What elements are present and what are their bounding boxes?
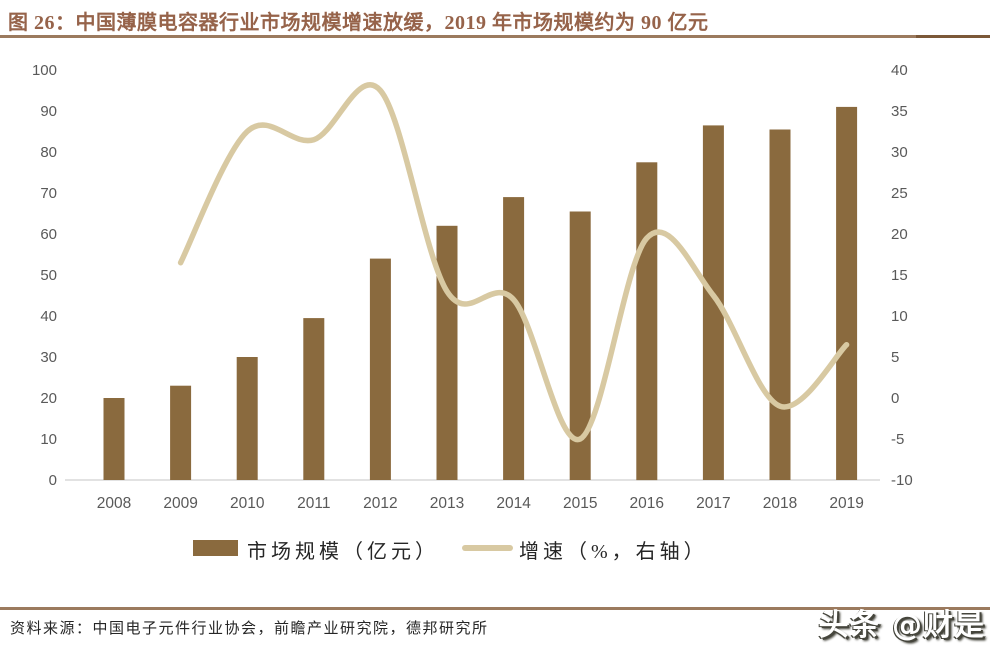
- right-axis-tick--10: -10: [891, 472, 913, 489]
- bar-2013: [436, 225, 458, 480]
- right-axis-tick--5: -5: [891, 431, 904, 448]
- left-axis-tick-50: 50: [40, 267, 57, 284]
- left-axis-tick-10: 10: [40, 431, 57, 448]
- bar-2017: [702, 125, 724, 481]
- legend-bar-label: 市场规模（亿元）: [247, 541, 439, 563]
- growth-rate-line: [177, 82, 850, 442]
- bar-2010: [236, 357, 258, 480]
- right-axis-tick-40: 40: [891, 62, 908, 79]
- right-axis-tick-5: 5: [891, 349, 899, 366]
- left-axis-tick-20: 20: [40, 390, 57, 407]
- left-axis-tick-100: 100: [32, 62, 57, 79]
- x-axis-label-2011: 2011: [297, 495, 330, 512]
- bar-2014: [503, 197, 525, 480]
- footer-divider: [0, 607, 990, 610]
- legend-bar-swatch: [193, 540, 238, 556]
- title-divider-dark-segment: [916, 35, 990, 38]
- left-axis-tick-0: 0: [49, 472, 57, 489]
- bar-2008: [103, 398, 125, 480]
- bar-2018: [769, 129, 791, 480]
- left-axis-tick-80: 80: [40, 144, 57, 161]
- right-axis-tick-30: 30: [891, 144, 908, 161]
- x-axis-label-2008: 2008: [97, 495, 131, 512]
- x-axis-label-2012: 2012: [363, 495, 397, 512]
- left-axis-tick-90: 90: [40, 103, 57, 120]
- x-axis-label-2009: 2009: [163, 495, 197, 512]
- left-axis-tick-70: 70: [40, 185, 57, 202]
- left-axis-tick-40: 40: [40, 308, 57, 325]
- right-axis-tick-15: 15: [891, 267, 908, 284]
- legend-line-swatch: [462, 545, 513, 551]
- right-axis-tick-10: 10: [891, 308, 908, 325]
- bar-2012: [369, 258, 391, 480]
- legend-line-label: 增速（%，右轴）: [519, 541, 708, 563]
- left-axis-tick-30: 30: [40, 349, 57, 366]
- x-axis-label-2018: 2018: [763, 495, 797, 512]
- bar-2019: [836, 106, 858, 481]
- right-axis-tick-0: 0: [891, 390, 899, 407]
- chart-legend: 市场规模（亿元） 增速（%，右轴）: [0, 535, 990, 571]
- x-axis-label-2019: 2019: [829, 495, 863, 512]
- right-axis-tick-35: 35: [891, 103, 908, 120]
- right-axis-tick-20: 20: [891, 226, 908, 243]
- x-axis-label-2014: 2014: [496, 495, 531, 512]
- x-axis-label-2016: 2016: [630, 495, 664, 512]
- right-axis-tick-25: 25: [891, 185, 908, 202]
- bar-2009: [170, 385, 192, 480]
- x-axis-label-2010: 2010: [230, 495, 265, 512]
- x-axis-label-2013: 2013: [430, 495, 464, 512]
- bar-2015: [569, 211, 591, 480]
- watermark: 头条 @财是: [818, 608, 985, 643]
- title-divider: [0, 35, 990, 38]
- source-note: 资料来源：中国电子元件行业协会，前瞻产业研究院，德邦研究所: [10, 621, 489, 637]
- bar-2016: [636, 162, 658, 481]
- x-axis-label-2015: 2015: [563, 495, 597, 512]
- bar-2011: [303, 318, 325, 480]
- x-axis-label-2017: 2017: [696, 495, 730, 512]
- left-axis-tick-60: 60: [40, 226, 57, 243]
- figure-title: 图 26：中国薄膜电容器行业市场规模增速放缓，2019 年市场规模约为 90 亿…: [8, 12, 709, 34]
